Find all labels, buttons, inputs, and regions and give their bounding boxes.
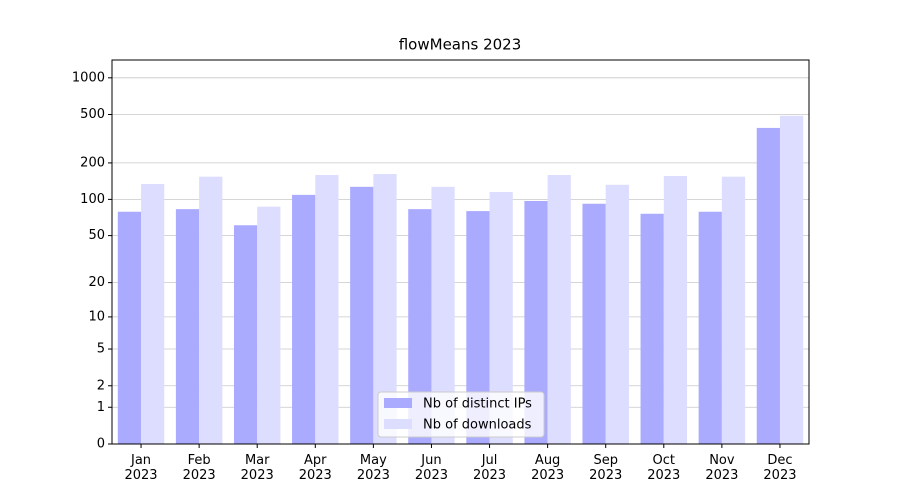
y-tick-label: 100 (80, 192, 105, 207)
bar (466, 211, 490, 444)
x-tick-label: Dec 2023 (763, 453, 797, 483)
y-tick-label: 200 (80, 155, 105, 170)
legend-box (377, 391, 545, 438)
bar (233, 225, 258, 444)
chart-title: flowMeans 2023 (399, 36, 522, 54)
bar (257, 206, 281, 444)
plot-frame (111, 59, 810, 445)
bar (756, 127, 780, 444)
x-tick-label: Sep 2023 (589, 453, 623, 483)
y-tick-label: 10 (88, 309, 105, 324)
y-tick-label: 20 (88, 275, 105, 290)
y-tick-label: 1000 (72, 70, 105, 85)
bar (605, 184, 629, 444)
x-tick-label: Nov 2023 (705, 453, 739, 483)
bar (640, 213, 664, 444)
bar (315, 175, 339, 444)
x-tick-label: Feb 2023 (182, 453, 216, 483)
x-tick-label: Aug 2023 (531, 453, 565, 483)
bar (698, 211, 722, 444)
bar (582, 203, 606, 444)
bar (431, 186, 455, 445)
bar (524, 200, 548, 444)
bar (373, 174, 397, 445)
bar (408, 209, 432, 444)
legend-swatch (384, 398, 412, 408)
bar (663, 176, 688, 444)
y-tick-label: 0 (97, 437, 105, 452)
bar (489, 192, 513, 444)
bar (350, 186, 374, 445)
y-tick-label: 500 (80, 107, 105, 122)
bar (779, 115, 804, 445)
x-tick-label: Apr 2023 (298, 453, 332, 483)
y-tick-label: 2 (97, 378, 105, 393)
bar (292, 194, 316, 444)
y-tick-label: 5 (97, 342, 105, 357)
bar (199, 176, 223, 445)
legend-label: Nb of distinct IPs (423, 397, 532, 412)
x-tick-label: May 2023 (356, 453, 390, 483)
grid (112, 77, 809, 445)
y-tick-label: 50 (88, 228, 105, 243)
x-tick-label: Jul 2023 (472, 453, 507, 483)
legend-label: Nb of downloads (423, 418, 532, 433)
bar (175, 209, 200, 444)
legend-swatch (384, 419, 412, 429)
y-tick-label: 1 (97, 400, 105, 415)
x-tick-label: Oct 2023 (647, 453, 681, 483)
x-tick-label: Mar 2023 (240, 453, 274, 483)
x-tick-label: Jun 2023 (414, 453, 448, 483)
bar (721, 176, 746, 445)
bar (547, 175, 571, 444)
x-tick-label: Jan 2023 (124, 453, 158, 483)
bar (141, 184, 165, 444)
legend: Nb of distinct IPs Nb of downloads (377, 391, 545, 438)
bar (117, 211, 142, 444)
